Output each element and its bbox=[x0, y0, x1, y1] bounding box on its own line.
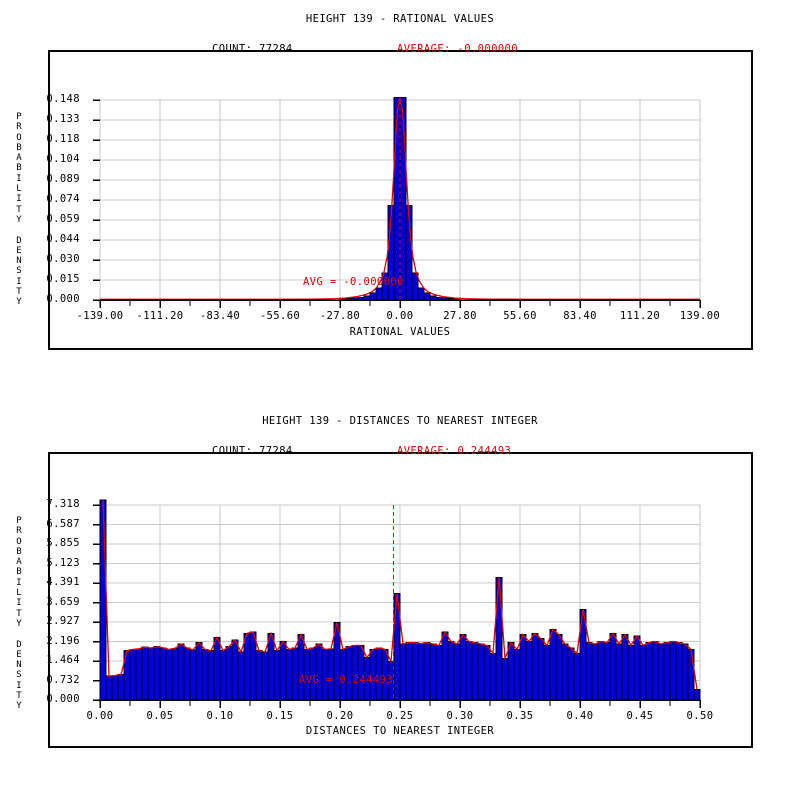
chart2-x-tick-label: 0.50 bbox=[686, 710, 714, 722]
chart2-y-tick-label: 6.587 bbox=[46, 517, 80, 530]
fit-line bbox=[102, 500, 698, 690]
chart2-x-tick-label: 0.25 bbox=[386, 710, 414, 722]
chart1-x-tick-label: 139.00 bbox=[679, 310, 721, 322]
chart1-y-tick-label: 0.133 bbox=[46, 113, 80, 125]
chart2-x-tick-label: 0.15 bbox=[266, 710, 294, 722]
chart1-graphics bbox=[93, 96, 701, 308]
chart1-y-tick-label: 0.104 bbox=[46, 153, 80, 165]
chart2-y-tick-label: 5.123 bbox=[46, 556, 80, 569]
chart1-y-tick-label: 0.044 bbox=[46, 233, 80, 245]
chart1-x-tick-label: 27.80 bbox=[443, 310, 477, 322]
chart2-average-label: AVERAGE: 0.244493 bbox=[397, 445, 512, 457]
chart2-y-tick-label: 3.659 bbox=[46, 595, 80, 608]
chart2-x-tick-label: 0.45 bbox=[626, 710, 654, 722]
chart1-y-tick-label: 0.059 bbox=[46, 213, 80, 225]
chart2-graphics bbox=[93, 499, 701, 708]
chart2-x-tick-label: 0.00 bbox=[86, 710, 114, 722]
chart2-y-tick-label: 2.196 bbox=[46, 634, 80, 647]
chart2-x-tick-label: 0.20 bbox=[326, 710, 354, 722]
chart2-y-tick-label: 4.391 bbox=[46, 576, 80, 588]
chart1-x-tick-label: 83.40 bbox=[563, 310, 597, 322]
chart2-frame bbox=[48, 452, 753, 748]
chart2-x-tick-label: 0.35 bbox=[506, 710, 534, 722]
chart2-avg-annotation: AVG = 0.244493 bbox=[299, 674, 394, 686]
chart1-y-tick-label: 0.148 bbox=[46, 93, 80, 105]
chart2-x-tick-label: 0.40 bbox=[566, 710, 594, 722]
chart1-title: HEIGHT 139 - RATIONAL VALUES bbox=[305, 13, 495, 25]
chart2-x-axis-title: DISTANCES TO NEAREST INTEGER bbox=[305, 725, 495, 737]
chart1-y-tick-label: 0.000 bbox=[46, 293, 80, 305]
chart2-y-tick-label: 0.732 bbox=[46, 673, 80, 686]
chart1-y-tick-label: 0.015 bbox=[46, 273, 80, 285]
chart1-x-tick-label: -111.20 bbox=[136, 310, 184, 322]
chart2-y-tick-label: 1.464 bbox=[46, 654, 80, 666]
chart1-y-tick-label: 0.030 bbox=[46, 253, 80, 265]
chart2-title: HEIGHT 139 - DISTANCES TO NEAREST INTEGE… bbox=[262, 415, 538, 427]
chart1-y-tick-label: 0.074 bbox=[46, 193, 80, 205]
chart1-count-label: COUNT: 77284 bbox=[212, 43, 293, 55]
chart1-x-tick-label: -55.60 bbox=[259, 310, 301, 322]
chart1-x-tick-label: 0.00 bbox=[386, 310, 414, 322]
chart1-avg-annotation: AVG = -0.000000 bbox=[303, 276, 404, 288]
fit-line bbox=[100, 97, 700, 300]
chart1-y-tick-label: 0.118 bbox=[46, 133, 80, 145]
chart2-x-tick-label: 0.05 bbox=[146, 710, 174, 722]
chart2-count-label: COUNT: 77284 bbox=[212, 445, 293, 457]
chart1-x-tick-label: -139.00 bbox=[76, 310, 124, 322]
chart1-x-tick-label: -27.80 bbox=[319, 310, 361, 322]
chart1-x-axis-title: RATIONAL VALUES bbox=[349, 326, 451, 338]
chart1-y-tick-label: 0.089 bbox=[46, 173, 80, 185]
chart1-x-tick-label: 55.60 bbox=[503, 310, 537, 322]
chart1-average-label: AVERAGE: -0.000000 bbox=[397, 43, 518, 55]
chart2-y-tick-label: 5.855 bbox=[46, 537, 80, 549]
chart2-x-tick-label: 0.10 bbox=[206, 710, 234, 722]
chart2-x-tick-label: 0.30 bbox=[446, 710, 474, 722]
chart2-y-tick-label: 7.318 bbox=[46, 498, 80, 510]
chart1-x-tick-label: 111.20 bbox=[619, 310, 661, 322]
chart2-y-tick-label: 0.000 bbox=[46, 693, 80, 705]
chart1-x-tick-label: -83.40 bbox=[199, 310, 241, 322]
chart1-frame bbox=[48, 50, 753, 350]
chart2-y-tick-label: 2.927 bbox=[46, 615, 80, 627]
